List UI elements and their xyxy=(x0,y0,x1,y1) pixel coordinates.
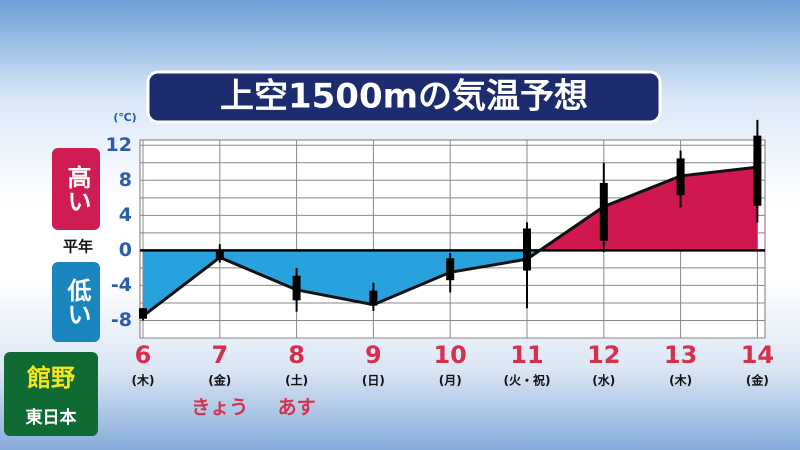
spread-box xyxy=(215,250,224,261)
station: 館野 xyxy=(27,364,75,392)
y-tick-label: 12 xyxy=(106,134,132,156)
x-tick-label: 9 xyxy=(365,341,382,369)
x-tick-label: 12 xyxy=(587,341,620,369)
spread-box xyxy=(139,308,147,319)
x-tick-label: 11 xyxy=(510,341,543,369)
normal-label: 平年 xyxy=(63,238,93,256)
x-tick-label: 6 xyxy=(135,341,152,369)
y-unit: (℃) xyxy=(113,111,136,124)
y-tick-label: 4 xyxy=(119,204,132,226)
day-note: あす xyxy=(278,397,316,419)
station-box xyxy=(4,352,98,436)
spread-box xyxy=(523,228,531,271)
weekday-label: (月) xyxy=(439,374,462,388)
x-tick-label: 8 xyxy=(288,341,305,369)
weekday-label: (木) xyxy=(132,373,155,388)
chart-title: 上空1500mの気温予想 xyxy=(220,77,588,117)
x-tick-label: 14 xyxy=(741,341,774,369)
day-note: きょう xyxy=(191,397,248,419)
weekday-label: (日) xyxy=(362,374,385,388)
weekday-label: (水) xyxy=(592,373,615,388)
x-tick-label: 10 xyxy=(433,341,466,369)
weekday-label: (土) xyxy=(285,373,308,388)
spread-box xyxy=(369,290,378,306)
region: 東日本 xyxy=(26,407,77,428)
y-tick-label: -8 xyxy=(111,309,132,331)
spread-box xyxy=(446,258,455,281)
spread-box xyxy=(599,182,608,241)
y-tick-label: 8 xyxy=(119,169,132,191)
weekday-label: (木) xyxy=(669,373,692,388)
spread-box xyxy=(676,158,685,196)
high-label: 高い xyxy=(63,164,91,213)
low-label: 低い xyxy=(63,278,92,326)
x-tick-label: 7 xyxy=(211,341,228,369)
title-box xyxy=(146,70,662,124)
x-tick-label: 13 xyxy=(664,341,697,369)
high-box xyxy=(52,148,100,230)
weekday-label: (金) xyxy=(746,373,769,388)
weekday-label: (火・祝) xyxy=(504,373,551,388)
weekday-label: (金) xyxy=(208,373,231,388)
y-tick-label: -4 xyxy=(111,274,132,296)
low-box xyxy=(52,262,100,342)
y-tick-label: 0 xyxy=(119,239,132,261)
spread-box xyxy=(753,135,762,206)
spread-box xyxy=(292,275,301,301)
